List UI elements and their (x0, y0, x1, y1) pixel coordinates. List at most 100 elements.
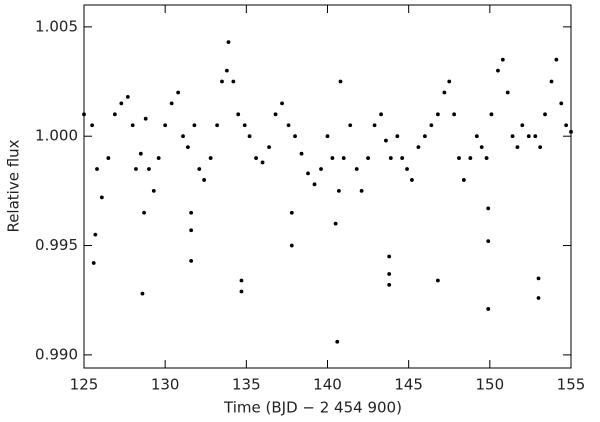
data-point (119, 101, 124, 106)
data-point (134, 167, 138, 171)
data-point (554, 57, 559, 62)
y-axis-label: Relative flux (5, 139, 23, 232)
data-point (267, 145, 271, 150)
data-point (99, 195, 104, 200)
data-point (330, 156, 335, 160)
data-point (82, 112, 86, 117)
data-point (163, 123, 168, 128)
data-point (559, 101, 564, 106)
data-point (306, 171, 310, 176)
data-point (388, 156, 393, 160)
data-point (215, 123, 220, 128)
plot-frame (83, 4, 572, 369)
data-point (486, 239, 491, 244)
data-point (189, 210, 194, 215)
data-point (429, 123, 434, 128)
data-point (447, 79, 452, 84)
data-point (325, 134, 330, 139)
data-point (202, 178, 207, 182)
data-point (142, 210, 146, 215)
x-tick-label: 150 (476, 376, 505, 394)
data-point (181, 134, 185, 139)
y-tick-label: 1.000 (35, 127, 78, 145)
data-point (500, 57, 505, 62)
data-point (143, 116, 148, 121)
data-point (410, 178, 414, 182)
data-point (338, 79, 343, 84)
data-point (260, 160, 265, 165)
data-point (536, 296, 541, 300)
data-point (125, 94, 130, 99)
data-point (289, 243, 294, 248)
data-point (254, 156, 258, 160)
data-point (536, 276, 541, 281)
data-point (185, 145, 190, 150)
data-point (208, 156, 213, 160)
data-point (387, 283, 392, 287)
data-point (538, 145, 543, 150)
data-point (474, 134, 479, 139)
x-tick-label: 145 (394, 376, 423, 394)
x-tick-label: 125 (70, 376, 99, 394)
data-point (90, 123, 95, 128)
data-point (533, 134, 538, 139)
data-point (435, 112, 440, 117)
data-point (486, 206, 491, 211)
x-axis-label: Time (BJD − 2 454 900) (223, 399, 402, 417)
data-point (387, 272, 392, 276)
data-point (526, 134, 531, 139)
data-point (239, 289, 244, 294)
data-point (226, 40, 231, 45)
data-point (140, 291, 145, 296)
data-point (112, 112, 117, 117)
data-point (236, 112, 241, 117)
data-point (423, 134, 427, 139)
data-point (176, 90, 181, 95)
data-point (220, 79, 224, 84)
data-point (400, 156, 405, 160)
data-point (93, 232, 98, 237)
data-point (569, 129, 573, 134)
data-point (457, 156, 461, 160)
data-point (242, 123, 247, 128)
data-point (239, 278, 244, 283)
y-tick-label: 0.990 (35, 345, 78, 363)
data-point (280, 101, 284, 106)
data-point (505, 90, 510, 95)
data-point (549, 79, 554, 84)
data-point (289, 210, 294, 215)
data-point (189, 258, 194, 263)
data-point (147, 167, 151, 171)
data-point (335, 339, 340, 344)
data-point (224, 68, 229, 73)
x-tick-label: 140 (313, 376, 342, 394)
data-point (564, 123, 569, 128)
data-point (372, 123, 377, 128)
x-tick-label: 155 (557, 376, 586, 394)
data-point (510, 134, 515, 139)
x-tick-label: 135 (232, 376, 261, 394)
data-point (461, 178, 466, 182)
data-point (95, 167, 99, 171)
data-point (169, 101, 174, 106)
data-point (354, 167, 359, 171)
data-point (486, 307, 491, 311)
data-point (130, 123, 135, 128)
data-point (543, 112, 547, 117)
data-point (468, 156, 473, 160)
data-point (479, 145, 484, 150)
data-point (405, 167, 409, 171)
data-point (442, 90, 447, 95)
data-point (384, 138, 388, 143)
data-point (395, 134, 400, 139)
y-tick-label: 1.005 (35, 17, 78, 35)
data-point (151, 188, 156, 193)
data-point (293, 134, 297, 139)
data-point (416, 145, 421, 150)
data-point (366, 156, 370, 160)
data-point (341, 156, 346, 160)
data-point (231, 79, 236, 84)
data-point (359, 188, 364, 193)
data-point (156, 156, 161, 160)
